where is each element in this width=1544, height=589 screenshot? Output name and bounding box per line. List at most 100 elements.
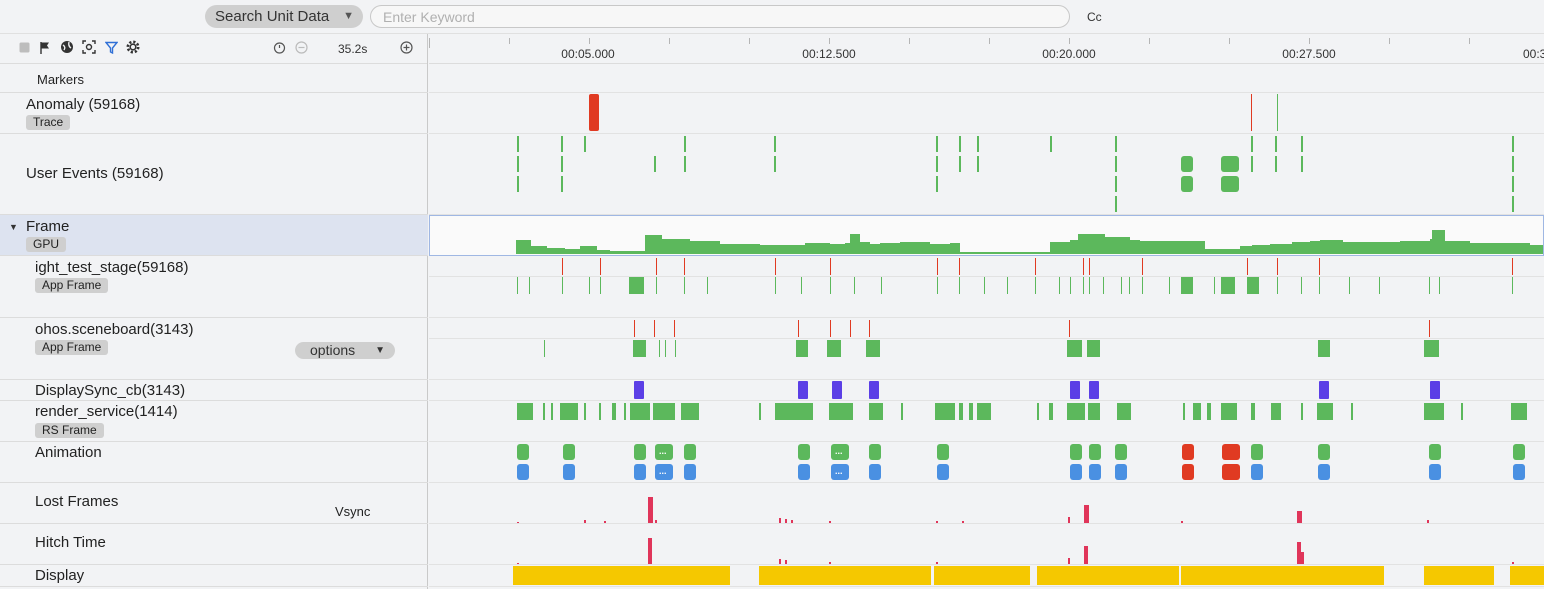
row-label-user-events[interactable]: User Events (59168) [0,134,428,215]
track-frame-gpu[interactable] [429,215,1544,256]
app-frame-slice[interactable] [629,277,630,294]
frame-marker[interactable] [1035,258,1036,275]
lost-frame-bar[interactable] [1297,511,1302,523]
app-frame-slice[interactable] [959,277,960,294]
row-label-render-service[interactable]: render_service(1414) RS Frame [0,401,428,442]
track-display[interactable] [429,565,1544,587]
user-event[interactable] [1512,156,1514,172]
user-event[interactable] [1115,196,1117,212]
animation-slice[interactable] [1318,464,1330,480]
user-event[interactable] [561,136,563,152]
row-label-frame[interactable]: ▼ Frame GPU [0,215,428,256]
animation-slice[interactable] [517,464,529,480]
user-event[interactable] [1251,136,1253,152]
search-unit-dropdown[interactable]: Search Unit Data ▼ [205,5,363,28]
user-event-block[interactable] [1221,156,1239,172]
vsync-block[interactable] [934,566,1030,585]
lost-frame-bar[interactable] [1068,517,1070,523]
track-light-test-stage[interactable] [429,256,1544,318]
app-frame-slice[interactable] [589,277,590,294]
frame-marker[interactable] [656,258,657,275]
user-event[interactable] [654,156,656,172]
rs-frame-slice[interactable] [1317,403,1333,420]
rs-frame-slice[interactable] [681,403,699,420]
zoom-in-icon[interactable] [399,40,413,54]
user-event[interactable] [1301,156,1303,172]
hitch-bar[interactable] [829,562,831,564]
lost-frame-bar[interactable] [829,521,831,523]
lost-frame-bar[interactable] [648,497,653,523]
rs-frame-slice[interactable] [560,403,578,420]
app-frame-slice[interactable] [1070,277,1071,294]
animation-slice[interactable] [1222,444,1240,460]
user-event[interactable] [936,156,938,172]
displaysync-slice[interactable] [869,381,879,399]
app-frame-slice[interactable] [830,277,831,294]
user-event-block[interactable] [1181,176,1193,192]
user-event[interactable] [1275,136,1277,152]
row-label-sceneboard[interactable]: ohos.sceneboard(3143) App Frame [0,318,428,380]
lost-frame-bar[interactable] [785,519,787,523]
app-frame-cluster[interactable] [1247,277,1259,294]
displaysync-slice[interactable] [798,381,808,399]
panel-divider[interactable] [427,34,428,589]
rs-frame-slice[interactable] [630,403,650,420]
row-label-animation[interactable]: Animation [0,442,428,483]
animation-slice[interactable] [1513,444,1525,460]
hitch-bar[interactable] [517,563,519,564]
lost-frame-bar[interactable] [655,520,657,523]
zoom-out-icon[interactable] [294,40,308,54]
user-event[interactable] [1251,156,1253,172]
frame-marker[interactable] [869,320,870,337]
app-frame-cluster[interactable] [1424,340,1439,357]
app-frame-slice[interactable] [600,277,601,294]
rs-frame-slice[interactable] [959,403,963,420]
track-displaysync[interactable] [429,380,1544,401]
rs-frame-slice[interactable] [1037,403,1039,420]
rs-frame-slice[interactable] [551,403,553,420]
track-sceneboard[interactable] [429,318,1544,380]
user-event[interactable] [774,136,776,152]
app-frame-cluster[interactable] [866,340,880,357]
rs-frame-slice[interactable] [1424,403,1444,420]
options-dropdown[interactable]: options ▼ [295,342,395,359]
hitch-bar[interactable] [785,560,787,564]
row-label-anomaly[interactable]: Anomaly (59168) Trace [0,93,428,134]
hitch-bar[interactable] [1084,546,1088,564]
frame-marker[interactable] [674,320,675,337]
app-frame-slice[interactable] [881,277,882,294]
user-event[interactable] [1115,136,1117,152]
animation-slice[interactable] [1251,444,1263,460]
track-user-events[interactable] [429,134,1544,215]
frame-marker[interactable] [1089,258,1090,275]
globe-icon[interactable] [60,40,74,54]
app-frame-slice[interactable] [1214,277,1215,294]
rs-frame-slice[interactable] [969,403,973,420]
animation-slice[interactable] [1429,444,1441,460]
animation-slice[interactable] [798,464,810,480]
stop-icon[interactable] [17,40,31,54]
user-event[interactable] [959,156,961,172]
vsync-block[interactable] [1510,566,1544,585]
app-frame-slice[interactable] [1301,277,1302,294]
rs-frame-slice[interactable] [977,403,991,420]
app-frame-slice[interactable] [1319,277,1320,294]
frame-marker[interactable] [1319,258,1320,275]
user-event[interactable] [959,136,961,152]
flag-icon[interactable] [38,40,52,54]
row-label-light-test-stage[interactable]: ight_test_stage(59168) App Frame [0,256,428,318]
app-frame-cluster[interactable] [630,277,644,294]
rs-frame-slice[interactable] [584,403,586,420]
app-frame-slice[interactable] [707,277,708,294]
time-ruler[interactable]: 00:05.000 00:12.500 00:20.000 00:27.500 … [429,34,1544,64]
hitch-bar[interactable] [648,538,652,564]
vsync-block[interactable] [759,566,931,585]
rs-frame-slice[interactable] [759,403,761,420]
row-label-markers[interactable]: Markers [0,64,428,93]
app-frame-slice[interactable] [529,277,530,294]
user-event[interactable] [1275,156,1277,172]
timer-icon[interactable] [272,40,286,54]
animation-slice[interactable] [1182,464,1194,480]
animation-slice[interactable]: ... [831,444,849,460]
rs-frame-slice[interactable] [1049,403,1053,420]
